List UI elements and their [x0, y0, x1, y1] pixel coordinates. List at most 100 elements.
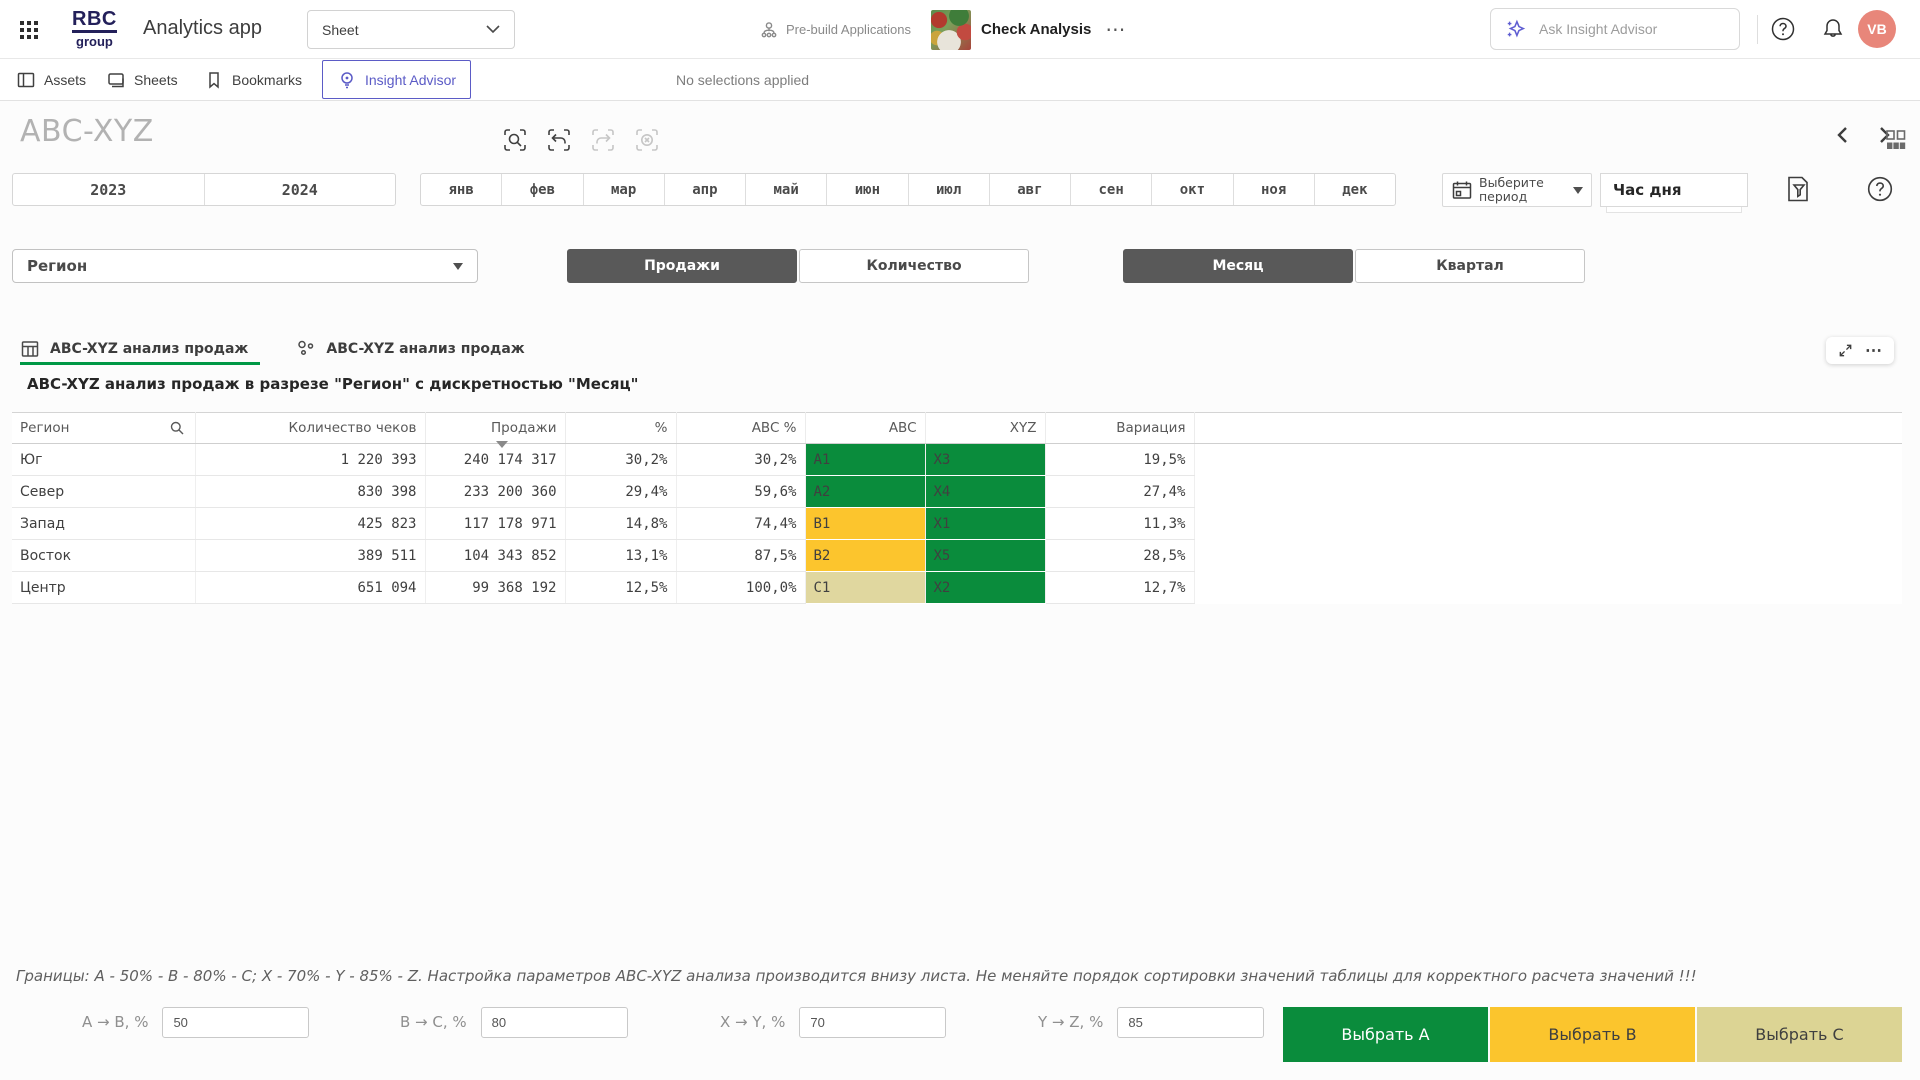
sheet-selector-dropdown[interactable]: Sheet [307, 10, 515, 49]
sales-cell[interactable]: 99 368 192 [425, 571, 566, 604]
hour-of-day-listbox[interactable]: Час дня [1600, 173, 1748, 207]
variation-cell[interactable]: 27,4% [1045, 475, 1195, 508]
pct-cell[interactable]: 14,8% [565, 507, 677, 540]
param-input[interactable] [799, 1006, 947, 1038]
year-button[interactable]: 2024 [203, 174, 396, 205]
xyz-class-cell[interactable]: X3 [925, 443, 1046, 476]
region-cell[interactable]: Север [12, 475, 196, 508]
month-button[interactable]: ноя [1232, 174, 1314, 205]
selections-forward-icon[interactable] [590, 127, 616, 153]
pct-cell[interactable]: 29,4% [565, 475, 677, 508]
col-header-region[interactable]: Регион [12, 412, 196, 444]
region-dropdown[interactable]: Регион [12, 249, 478, 283]
insight-advisor-button[interactable]: Insight Advisor [322, 60, 472, 99]
variation-cell[interactable]: 11,3% [1045, 507, 1195, 540]
region-cell[interactable]: Запад [12, 507, 196, 540]
sheet-help-icon[interactable] [1866, 175, 1894, 203]
toggle-button[interactable]: Квартал [1355, 249, 1585, 283]
prev-sheet-button[interactable] [1833, 125, 1853, 145]
search-icon[interactable] [169, 420, 185, 436]
abc-pct-cell[interactable]: 100,0% [676, 571, 806, 604]
expand-object-icon[interactable] [1838, 343, 1853, 358]
select-khaki-button[interactable]: Выбрать C [1697, 1007, 1902, 1062]
prebuild-applications-link[interactable]: Pre-build Applications [760, 21, 911, 39]
param-input[interactable] [1117, 1006, 1265, 1038]
sales-cell[interactable]: 240 174 317 [425, 443, 566, 476]
notifications-bell-icon[interactable] [1820, 16, 1846, 42]
region-cell[interactable]: Восток [12, 539, 196, 572]
checks-cell[interactable]: 830 398 [195, 475, 426, 508]
assets-button[interactable]: Assets [16, 59, 86, 100]
month-button[interactable]: мар [582, 174, 664, 205]
abc-class-cell[interactable]: B1 [805, 507, 926, 540]
selections-clear-icon[interactable] [634, 127, 660, 153]
sales-cell[interactable]: 104 343 852 [425, 539, 566, 572]
month-button[interactable]: июл [907, 174, 989, 205]
param-input[interactable] [480, 1006, 628, 1038]
tab-abc-xyz-scatter[interactable]: ABC-XYZ анализ продаж [296, 333, 525, 365]
abc-pct-cell[interactable]: 74,4% [676, 507, 806, 540]
selections-back-icon[interactable] [546, 127, 572, 153]
checks-cell[interactable]: 1 220 393 [195, 443, 426, 476]
toggle-button[interactable]: Продажи [567, 249, 797, 283]
sales-cell[interactable]: 233 200 360 [425, 475, 566, 508]
toggle-button[interactable]: Количество [799, 249, 1029, 283]
month-button[interactable]: апр [663, 174, 745, 205]
abc-class-cell[interactable]: B2 [805, 539, 926, 572]
variation-cell[interactable]: 28,5% [1045, 539, 1195, 572]
checks-cell[interactable]: 389 511 [195, 539, 426, 572]
search-input[interactable] [1539, 21, 1725, 37]
variation-cell[interactable]: 12,7% [1045, 571, 1195, 604]
selections-search-icon[interactable] [502, 127, 528, 153]
sheet-layout-icon[interactable] [1884, 128, 1908, 152]
sheets-button[interactable]: Sheets [106, 59, 178, 100]
col-header-variation[interactable]: Вариация [1045, 412, 1195, 444]
month-button[interactable]: дек [1313, 174, 1395, 205]
col-header-xyz[interactable]: XYZ [925, 412, 1046, 444]
filter-pane-icon[interactable] [1785, 175, 1811, 203]
period-picker-dropdown[interactable]: Выберите период [1442, 173, 1592, 207]
pct-cell[interactable]: 13,1% [565, 539, 677, 572]
abc-class-cell[interactable]: C1 [805, 571, 926, 604]
user-avatar[interactable]: VB [1858, 10, 1896, 48]
select-yellow-button[interactable]: Выбрать B [1490, 1007, 1695, 1062]
insight-advisor-search[interactable] [1490, 8, 1740, 50]
col-header-checks[interactable]: Количество чеков [195, 412, 426, 444]
month-button[interactable]: июн [826, 174, 907, 205]
abc-class-cell[interactable]: A1 [805, 443, 926, 476]
next-sheet-button[interactable] [1874, 125, 1894, 145]
col-header-pct[interactable]: % [565, 412, 677, 444]
year-button[interactable]: 2023 [90, 180, 127, 199]
col-header-sales[interactable]: Продажи [425, 412, 566, 444]
checks-cell[interactable]: 425 823 [195, 507, 426, 540]
checks-cell[interactable]: 651 094 [195, 571, 426, 604]
col-header-abc-pct[interactable]: ABC % [676, 412, 806, 444]
app-thumbnail[interactable] [931, 9, 972, 50]
select-green-button[interactable]: Выбрать A [1283, 1007, 1488, 1062]
month-button[interactable]: фев [501, 174, 582, 205]
pct-cell[interactable]: 12,5% [565, 571, 677, 604]
month-button[interactable]: май [745, 174, 826, 205]
bookmarks-button[interactable]: Bookmarks [204, 59, 302, 100]
app-more-menu[interactable]: ⋯ [1105, 19, 1128, 41]
abc-pct-cell[interactable]: 87,5% [676, 539, 806, 572]
help-icon[interactable] [1770, 16, 1796, 42]
pct-cell[interactable]: 30,2% [565, 443, 677, 476]
abc-pct-cell[interactable]: 59,6% [676, 475, 806, 508]
month-button[interactable]: янв [448, 181, 474, 198]
xyz-class-cell[interactable]: X1 [925, 507, 1046, 540]
xyz-class-cell[interactable]: X5 [925, 539, 1046, 572]
app-launcher-icon[interactable] [20, 21, 38, 39]
sales-cell[interactable]: 117 178 971 [425, 507, 566, 540]
col-header-abc[interactable]: ABC [805, 412, 926, 444]
month-button[interactable]: авг [988, 174, 1070, 205]
variation-cell[interactable]: 19,5% [1045, 443, 1195, 476]
object-menu-icon[interactable]: ⋯ [1865, 341, 1882, 360]
region-cell[interactable]: Центр [12, 571, 196, 604]
month-button[interactable]: сен [1070, 174, 1151, 205]
xyz-class-cell[interactable]: X4 [925, 475, 1046, 508]
tab-abc-xyz-table[interactable]: ABC-XYZ анализ продаж [20, 333, 248, 365]
month-button[interactable]: окт [1151, 174, 1232, 205]
abc-pct-cell[interactable]: 30,2% [676, 443, 806, 476]
param-input[interactable] [162, 1006, 310, 1038]
